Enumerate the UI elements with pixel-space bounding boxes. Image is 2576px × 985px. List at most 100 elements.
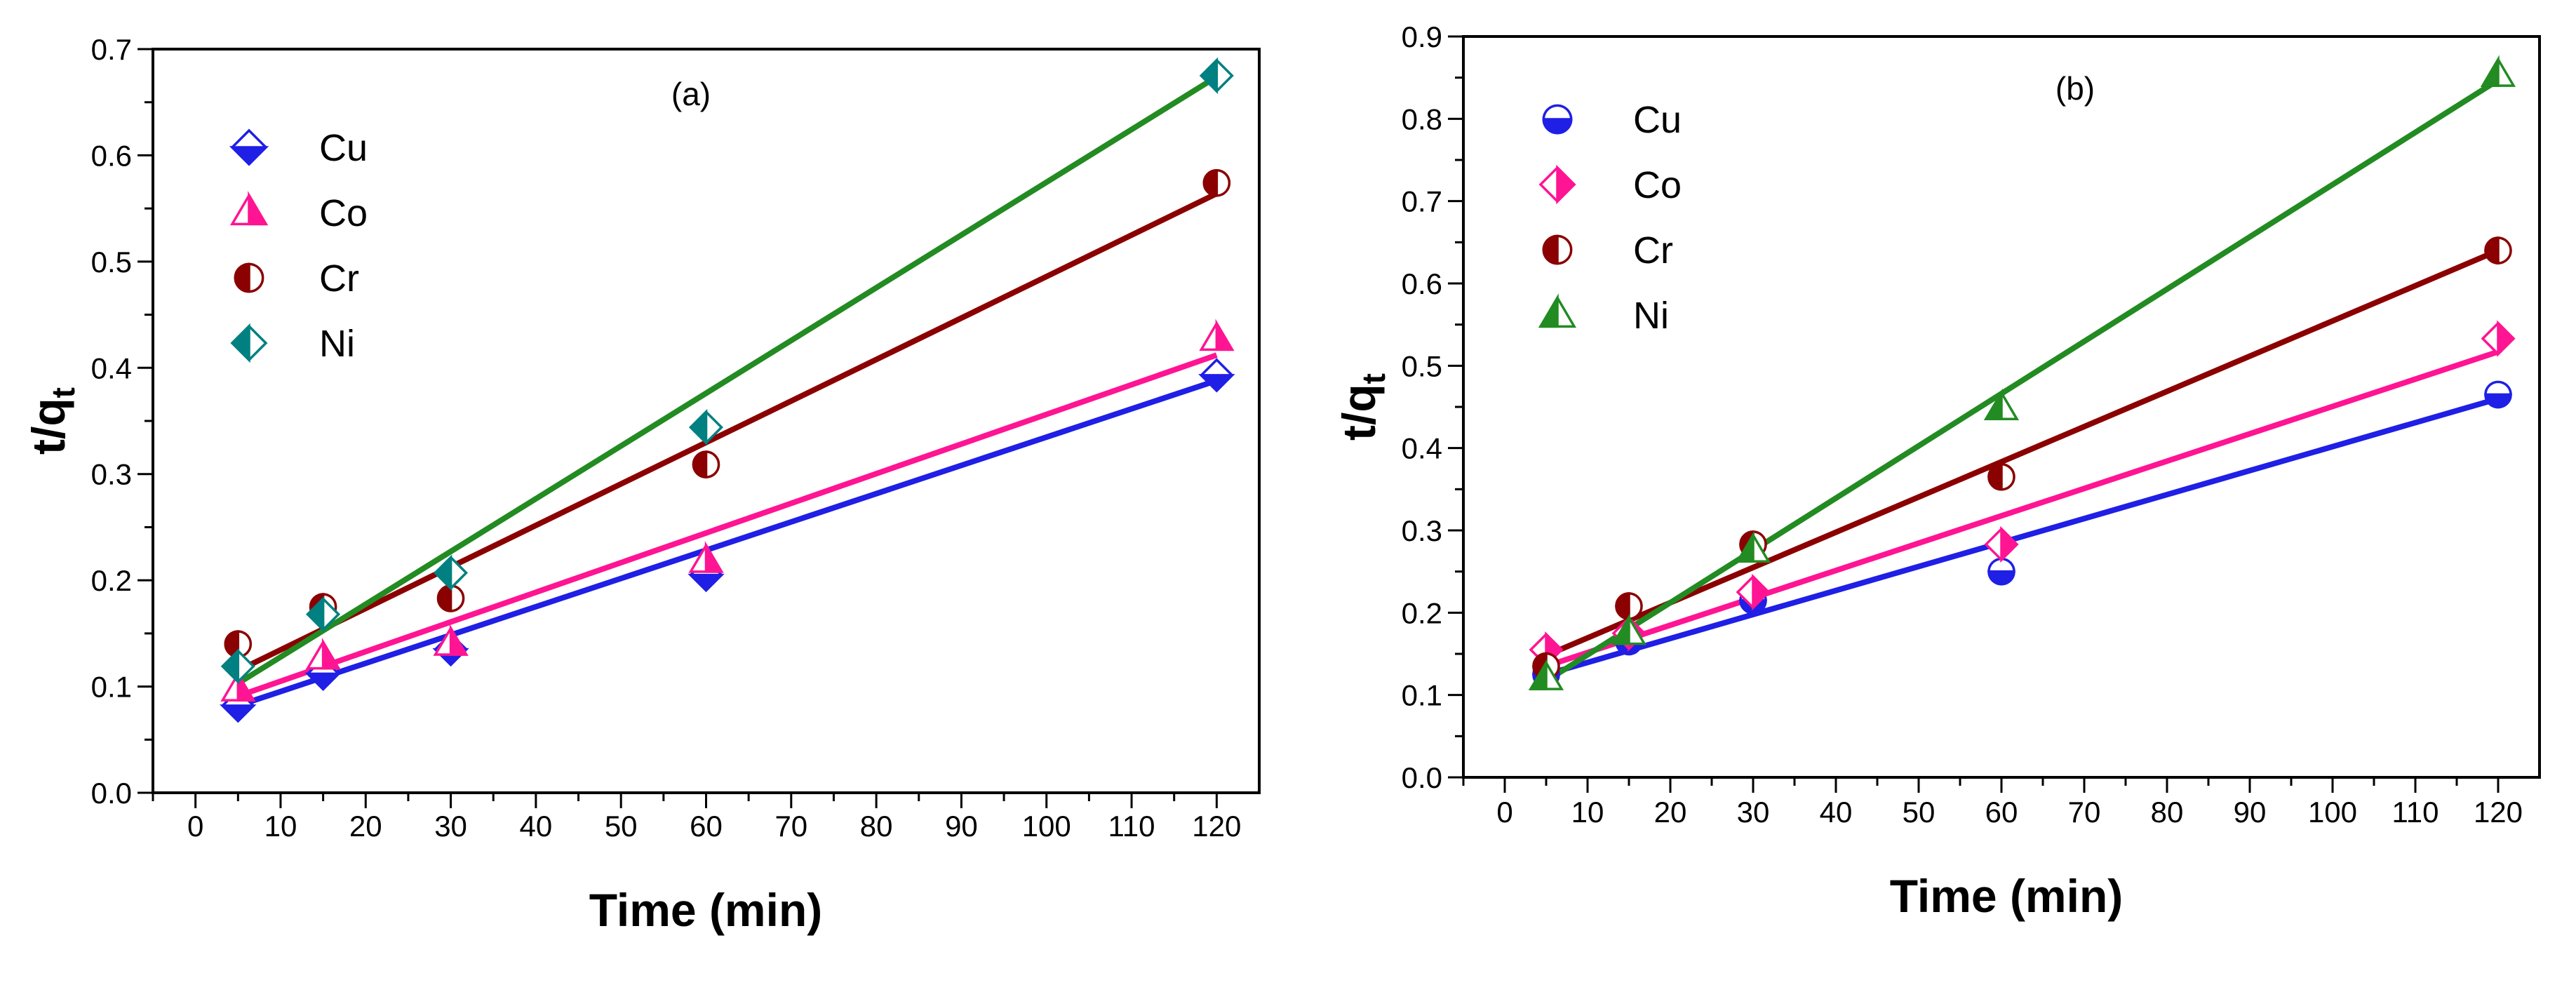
data-point-co [1736,573,1771,611]
marker-fill-half [236,669,256,702]
series-co [1529,320,2516,669]
marker-fill-half [1987,462,2003,491]
marker-fill-half [248,191,269,226]
legend-symbol-cr [234,262,264,293]
marker-fill-half [1983,388,2003,421]
marker-fill-half [220,704,257,723]
fit-line-ni [1544,77,2500,684]
chart-panel-b: 0 10 20 30 40 50 60 70 80 90 100 110 120 0.0 0.1 0.2 0.3… [1333,20,2541,922]
y-axis-title-main: t/q [22,398,74,455]
marker-fill-half [304,672,342,691]
y-tick-label: 0.5 [1402,349,1442,382]
marker-fill-half [2484,236,2500,264]
legend-label-cr: Cr [319,257,359,300]
x-axis-title: Time (min) [1890,870,2123,922]
y-tick-label: 0.7 [1402,185,1442,218]
x-tick-label: 20 [349,810,382,843]
series-ni [220,57,1234,685]
y-tick-label: 0.8 [1402,102,1442,135]
legend-symbol-cu [229,128,269,166]
series-co [220,319,1235,702]
marker-fill-half [321,637,341,670]
legend-symbol-cu [1542,104,1573,135]
fit-line-cu [1545,396,2500,678]
data-point-co [1984,525,2019,563]
x-tick-label: 30 [434,810,467,843]
marker-fill-half [1752,573,1771,611]
y-axis-title-main: t/q [1333,384,1385,441]
data-point-ni [1611,612,1647,645]
x-tick-label: 0 [1496,796,1512,829]
data-point-ni [689,408,723,446]
y-tick-label: 0.6 [91,139,132,172]
marker-fill-half [2497,320,2516,357]
y-tick-label: 0.3 [91,458,132,491]
y-axis-title: t/qt [1333,373,1392,441]
x-tick-label: 30 [1737,796,1770,829]
x-tick-label: 10 [264,810,297,843]
x-tick-label: 20 [1654,796,1687,829]
marker-fill-half [436,584,452,612]
panel-label: (b) [2055,70,2095,107]
marker-fill-half [1542,234,1559,265]
x-tick-label: 70 [774,810,807,843]
data-point-ni [2480,55,2516,87]
marker-fill-half [1556,164,1576,205]
data-point-cr [1202,169,1231,197]
data-point-ni [220,648,255,685]
x-tick-label: 110 [1108,810,1155,843]
legend-symbol-ni [230,323,268,363]
marker-fill-half [1215,319,1235,351]
fit-line-cu [237,377,1218,709]
data-point-ni [1199,57,1234,95]
data-point-co [305,637,341,670]
data-point-cr [692,450,720,478]
x-tick-label: 70 [2068,796,2101,829]
y-tick-label: 0.6 [1402,267,1442,300]
legend-symbol-ni [1538,293,1577,328]
fit-line-co [236,352,1218,699]
marker-fill-half [2484,393,2512,409]
series-cr [224,169,1231,658]
marker-fill-half [1735,530,1755,563]
legend-label-co: Co [319,192,368,234]
data-point-ni [306,596,341,633]
legend-symbol-co [229,191,269,226]
marker-fill-half [306,596,325,633]
y-axis-title-subscript: t [1355,373,1392,384]
marker-fill-half [1199,57,1219,95]
fit-line-cr [236,191,1219,674]
marker-fill-half [234,262,250,293]
x-tick-label: 50 [605,810,638,843]
legend-label-ni: Ni [319,323,355,365]
legend-label-ni: Ni [1633,295,1669,337]
data-point-co [1199,319,1235,351]
marker-fill-half [220,648,240,685]
marker-fill-half [230,323,250,363]
y-tick-label: 0.4 [1402,432,1442,465]
marker-fill-half [2000,525,2019,563]
marker-fill-half [1202,169,1219,197]
y-tick-label: 0.4 [91,351,132,384]
y-tick-label: 0.2 [1402,596,1442,629]
data-point-cr [1987,462,2015,491]
fit-line-cr [1545,248,2500,659]
y-axis-title: t/qt [22,387,81,455]
marker-fill-half [704,541,724,573]
data-point-ni [1528,658,1564,690]
x-tick-label: 80 [2151,796,2184,829]
fit-line-co [1545,349,2500,669]
marker-fill-half [1528,658,1548,690]
data-point-cr [2484,236,2512,264]
series-cr [1532,236,2512,681]
x-tick-label: 110 [2392,796,2439,829]
x-tick-label: 0 [187,810,203,843]
data-point-cu [2484,380,2512,409]
x-tick-label: 50 [1903,796,1936,829]
data-point-cr [1615,592,1643,620]
legend: Cu Co Cr Ni [229,127,368,365]
chart-panel-a: 0 10 20 30 40 50 60 70 80 90 100 110 120 0.0 0.1 0.2 0.3… [22,33,1261,936]
marker-fill-half [1615,592,1630,620]
data-point-co [688,541,724,573]
